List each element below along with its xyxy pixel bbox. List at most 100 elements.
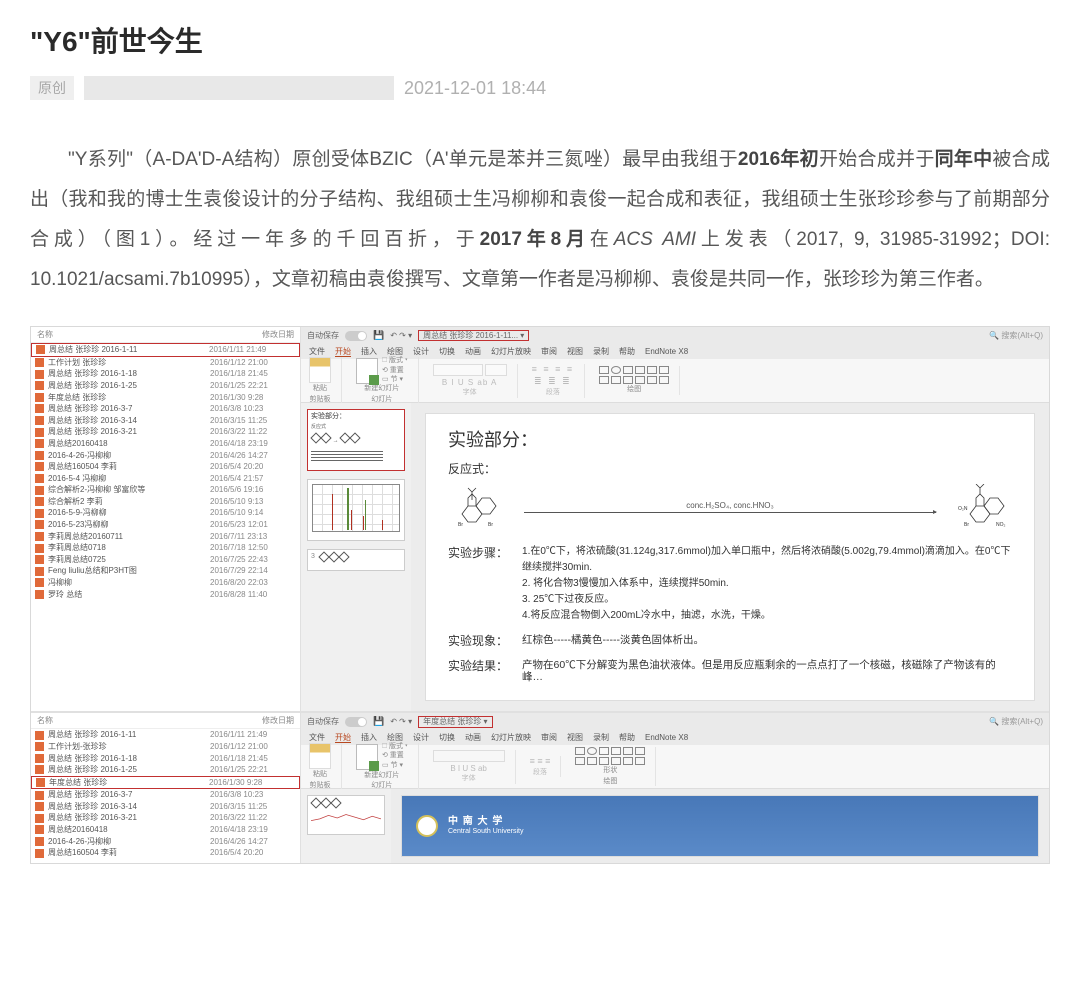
file-row[interactable]: 周总结 张珍珍 2016-1-182016/1/18 21:45 [31,368,300,380]
csu-title-slide: 中 南 大 学 Central South University [401,795,1039,856]
ribbon-tab[interactable]: EndNote X8 [645,347,688,358]
ribbon-tab[interactable]: 幻灯片放映 [491,347,531,358]
file-row[interactable]: 周总结160504 李莉2016/5/4 20:20 [31,847,300,859]
file-row[interactable]: 周总结 张珍珍 2016-3-212016/3/22 11:22 [31,426,300,438]
ribbon-tab[interactable]: EndNote X8 [645,733,688,744]
ribbon-tab[interactable]: 文件 [309,347,325,358]
file-row[interactable]: 冯柳柳2016/8/20 22:03 [31,577,300,589]
file-row[interactable]: Feng liuliu总结和P3HT图2016/7/29 22:14 [31,565,300,577]
file-row[interactable]: 周总结 张珍珍 2016-3-72016/3/8 10:23 [31,403,300,415]
paste-button[interactable] [309,357,331,383]
file-row[interactable]: 周总结 张珍珍 2016-1-112016/1/11 21:49 [31,343,300,357]
ppt-file-icon [35,837,44,846]
ribbon-body: 粘贴 剪贴板 🗆 版式 ▾ ⟲ 重置 ▭ 节 ▾ 新建幻灯片 幻灯片 [301,359,1049,403]
file-row[interactable]: 2016-5-4 冯柳柳2016/5/4 21:57 [31,473,300,485]
autosave-toggle[interactable] [345,717,367,727]
file-row[interactable]: 综合解析2 李莉2016/5/10 9:13 [31,496,300,508]
file-row[interactable]: 周总结 张珍珍 2016-3-72016/3/8 10:23 [31,789,300,801]
reset-btn[interactable]: ⟲ 重置 [382,367,408,375]
new-slide-button[interactable] [356,744,378,770]
file-row[interactable]: 李莉周总结07252016/7/25 22:43 [31,554,300,566]
file-row[interactable]: 周总结 张珍珍 2016-1-112016/1/11 21:49 [31,729,300,741]
ribbon-tab[interactable]: 幻灯片放映 [491,733,531,744]
thumbnail-1[interactable]: 实验部分： 反应式 → [307,409,405,471]
file-row[interactable]: 2016-4-26-冯柳柳2016/4/26 14:27 [31,836,300,848]
file-row[interactable]: 李莉周总结07182016/7/18 12:50 [31,542,300,554]
file-row[interactable]: 周总结201604182016/4/18 23:19 [31,438,300,450]
file-date: 2016/8/28 11:40 [210,590,296,600]
ppt-file-icon [35,802,44,811]
file-row[interactable]: 2016-4-26-冯柳柳2016/4/26 14:27 [31,450,300,462]
new-slide-button[interactable] [356,358,378,384]
ppt-file-icon [35,825,44,834]
section-btn[interactable]: ▭ 节 ▾ [382,762,408,770]
file-date: 2016/5/10 9:14 [210,508,296,518]
ribbon-tab[interactable]: 插入 [361,347,377,358]
ribbon-tab[interactable]: 设计 [413,347,429,358]
save-icon[interactable]: 💾 [373,330,384,341]
ribbon-tab[interactable]: 审阅 [541,733,557,744]
file-row[interactable]: 周总结 张珍珍 2016-3-142016/3/15 11:25 [31,801,300,813]
file-row[interactable]: 周总结 张珍珍 2016-1-252016/1/25 22:21 [31,380,300,392]
save-icon[interactable]: 💾 [373,716,384,727]
file-row[interactable]: 周总结160504 李莉2016/5/4 20:20 [31,461,300,473]
file-row[interactable]: 周总结 张珍珍 2016-1-252016/1/25 22:21 [31,764,300,776]
ribbon-tab[interactable]: 文件 [309,733,325,744]
ribbon-tab[interactable]: 开始 [335,347,351,358]
col-name: 名称 [37,716,262,726]
ppt-file-icon [35,555,44,564]
ppt-file-icon [35,451,44,460]
ribbon-clipboard: 粘贴 剪贴板 [309,357,342,404]
ribbon-tab[interactable]: 审阅 [541,347,557,358]
file-row[interactable]: 年度总结 张珍珍2016/1/30 9:28 [31,776,300,790]
ribbon-tab[interactable]: 视图 [567,347,583,358]
reset-btn[interactable]: ⟲ 重置 [382,752,408,760]
ribbon-tab[interactable]: 切换 [439,733,455,744]
file-row[interactable]: 罗玲 总结2016/8/28 11:40 [31,589,300,601]
section-btn[interactable]: ▭ 节 ▾ [382,376,408,384]
file-name: 综合解析2 李莉 [48,497,206,507]
paste-button[interactable] [309,743,331,769]
search-box[interactable]: 🔍 搜索(Alt+Q) [989,331,1043,341]
ribbon-tab[interactable]: 插入 [361,733,377,744]
ribbon-tab[interactable]: 开始 [335,733,351,744]
file-name: 周总结 张珍珍 2016-3-21 [48,813,206,823]
file-date: 2016/7/29 22:14 [210,566,296,576]
ribbon-tab[interactable]: 视图 [567,733,583,744]
file-row[interactable]: 周总结201604182016/4/18 23:19 [31,824,300,836]
file-row[interactable]: 年度总结 张珍珍2016/1/30 9:28 [31,392,300,404]
thumbnail-2-nmr[interactable] [307,479,405,541]
file-row[interactable]: 周总结 张珍珍 2016-3-142016/3/15 11:25 [31,415,300,427]
file-row[interactable]: 综合解析2-冯柳柳 邹富欣等2016/5/6 19:16 [31,484,300,496]
article-body: "Y系列"（A-DA'D-A结构）原创受体BZIC（A'单元是苯并三氮唑）最早由… [30,140,1050,300]
file-row[interactable]: 工作计划-张珍珍2016/1/12 21:00 [31,741,300,753]
file-row[interactable]: 周总结 张珍珍 2016-3-212016/3/22 11:22 [31,812,300,824]
ribbon-tab[interactable]: 帮助 [619,347,635,358]
file-row[interactable]: 2016-5-23冯柳柳2016/5/23 12:01 [31,519,300,531]
thumbnail-b1[interactable] [307,795,385,835]
ppt-file-icon [35,849,44,858]
file-date: 2016/3/8 10:23 [210,790,296,800]
ribbon-tab[interactable]: 动画 [465,347,481,358]
reactant-molecule: Br Br [448,484,504,530]
file-row[interactable]: 2016-5-9-冯柳柳2016/5/10 9:14 [31,507,300,519]
thumbnail-3[interactable]: 3 [307,549,405,571]
autosave-toggle[interactable] [345,331,367,341]
ribbon-tab[interactable]: 绘图 [387,733,403,744]
file-name: 周总结160504 李莉 [48,848,206,858]
search-box[interactable]: 🔍 搜索(Alt+Q) [989,717,1043,727]
file-row[interactable]: 周总结 张珍珍 2016-1-182016/1/18 21:45 [31,753,300,765]
ribbon-tab[interactable]: 切换 [439,347,455,358]
layout-btn[interactable]: 🗆 版式 ▾ [382,357,408,365]
ribbon-tab[interactable]: 录制 [593,347,609,358]
original-tag: 原创 [30,76,74,100]
file-date: 2016/7/25 22:43 [210,555,296,565]
ribbon-tab[interactable]: 绘图 [387,347,403,358]
file-row[interactable]: 李莉周总结201607112016/7/11 23:13 [31,531,300,543]
layout-btn[interactable]: 🗆 版式 ▾ [382,743,408,751]
ribbon-tab[interactable]: 动画 [465,733,481,744]
ribbon-tab[interactable]: 设计 [413,733,429,744]
ribbon-tab[interactable]: 录制 [593,733,609,744]
ribbon-tab[interactable]: 帮助 [619,733,635,744]
file-row[interactable]: 工作计划 张珍珍2016/1/12 21:00 [31,357,300,369]
